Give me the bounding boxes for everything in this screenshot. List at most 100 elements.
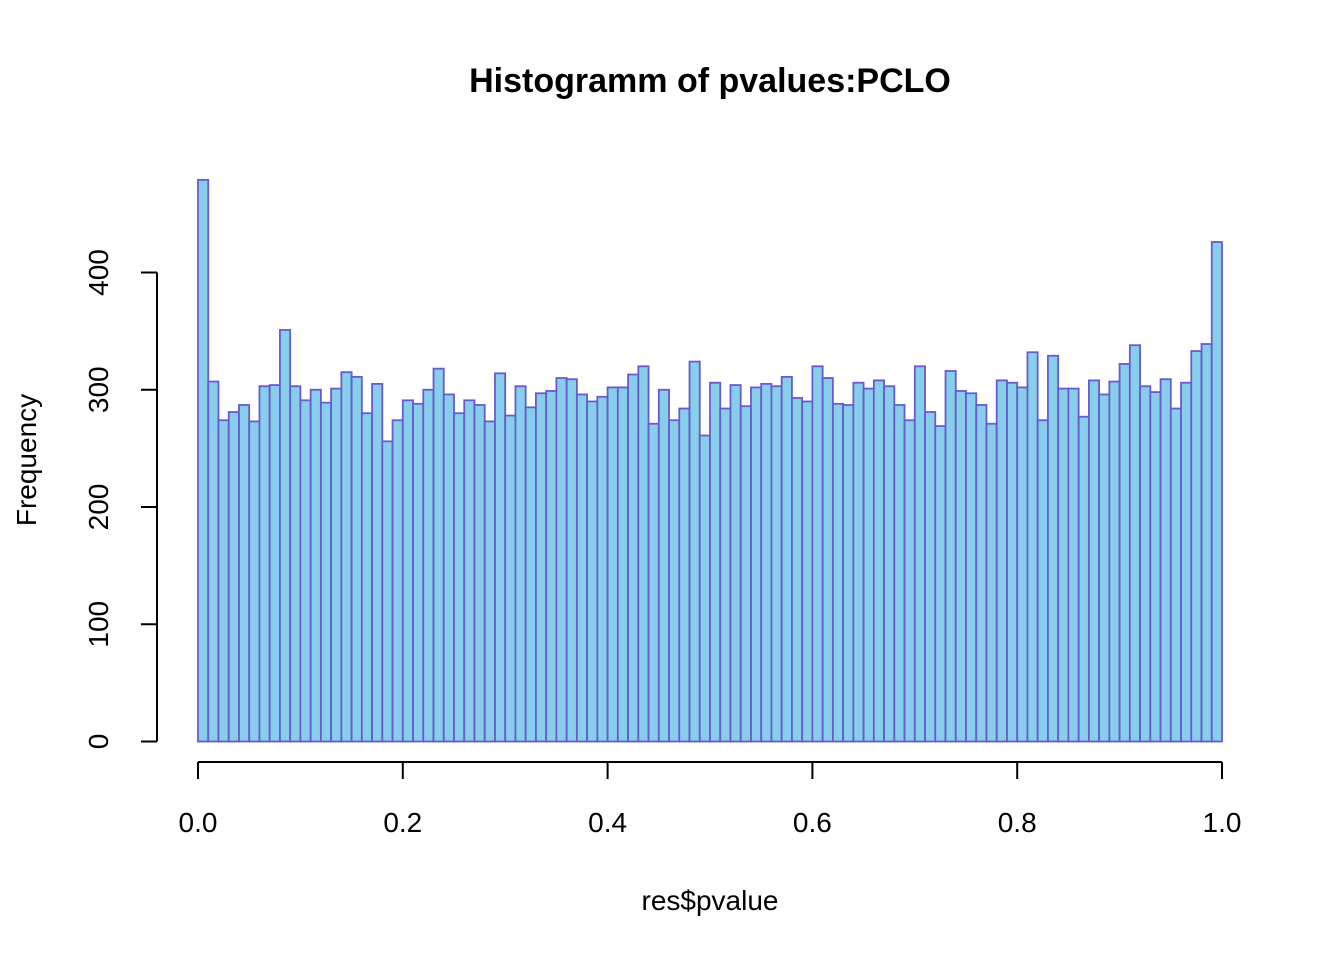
histogram-bar bbox=[279, 329, 292, 743]
y-tick-label: 300 bbox=[83, 366, 114, 413]
histogram-bar bbox=[319, 401, 333, 743]
histogram-bar bbox=[780, 375, 793, 743]
histogram-bar bbox=[565, 378, 578, 743]
histogram-bar bbox=[473, 404, 486, 743]
histogram-bar bbox=[1057, 387, 1070, 743]
histogram-bar bbox=[197, 178, 210, 743]
x-tick-label: 1.0 bbox=[1203, 807, 1242, 838]
histogram-bar bbox=[934, 425, 947, 743]
histogram-bar bbox=[842, 404, 855, 743]
histogram-bar bbox=[217, 419, 230, 743]
histogram-bar bbox=[770, 385, 783, 743]
histogram-bar bbox=[575, 393, 589, 743]
histogram-bar bbox=[299, 399, 312, 743]
histogram-bar bbox=[1047, 354, 1060, 743]
histogram-bar bbox=[698, 434, 711, 743]
histogram-bar bbox=[412, 402, 425, 743]
histogram-bar bbox=[616, 386, 629, 743]
histogram-bar bbox=[668, 419, 681, 743]
histogram-bar bbox=[954, 390, 967, 743]
histogram-bar bbox=[872, 379, 885, 743]
x-axis: 0.0 0.2 0.4 0.6 0.8 1.0 bbox=[179, 761, 1242, 838]
histogram-bar bbox=[1169, 407, 1182, 743]
x-axis-label: res$pvalue bbox=[642, 885, 779, 916]
histogram-bar bbox=[627, 373, 640, 743]
histogram-bar bbox=[258, 385, 271, 743]
histogram-bar bbox=[903, 419, 916, 743]
histogram-bar bbox=[371, 382, 384, 743]
histogram-bar bbox=[811, 365, 824, 743]
histogram-bar bbox=[678, 407, 691, 743]
histogram-bar bbox=[1108, 380, 1121, 743]
histogram-bar bbox=[391, 419, 404, 743]
histogram-bar bbox=[883, 385, 896, 743]
histogram-bar bbox=[309, 388, 322, 743]
histogram-bar bbox=[821, 377, 834, 743]
histogram-bar bbox=[1190, 350, 1203, 743]
histogram-bar bbox=[1077, 415, 1090, 743]
histogram-bar bbox=[442, 393, 455, 743]
histogram-bar bbox=[965, 392, 978, 743]
histogram-bar bbox=[453, 412, 466, 743]
histogram-bar bbox=[268, 384, 281, 743]
histogram-bar bbox=[1098, 393, 1111, 743]
histogram-bar bbox=[637, 365, 650, 743]
histogram-bar bbox=[975, 404, 988, 743]
y-tick-label: 200 bbox=[83, 484, 114, 531]
histogram-bar bbox=[422, 388, 435, 743]
x-tick-label: 0.2 bbox=[383, 807, 422, 838]
histogram-bar bbox=[494, 372, 507, 743]
y-tick-label: 400 bbox=[83, 249, 114, 296]
y-tick-label: 100 bbox=[83, 601, 114, 648]
histogram-bar bbox=[1139, 385, 1152, 743]
chart-title: Histogramm of pvalues:PCLO bbox=[469, 62, 951, 100]
histogram-bar bbox=[463, 399, 476, 743]
histogram-bar bbox=[207, 380, 220, 743]
histogram-bar bbox=[719, 407, 732, 743]
x-tick-label: 0.6 bbox=[793, 807, 832, 838]
histogram-bar bbox=[514, 385, 527, 743]
histogram-bar bbox=[381, 440, 394, 743]
histogram-bar bbox=[647, 422, 660, 743]
histogram-bar bbox=[831, 402, 845, 743]
histogram-bar bbox=[791, 397, 804, 743]
histogram-bar bbox=[801, 400, 814, 743]
x-tick-label: 0.0 bbox=[179, 807, 218, 838]
histogram-bar bbox=[852, 381, 865, 743]
y-tick-label: 0 bbox=[83, 734, 114, 750]
histogram-bar bbox=[985, 422, 998, 743]
histogram-bar bbox=[924, 411, 937, 743]
histogram-bar bbox=[227, 411, 240, 743]
histogram-bar bbox=[360, 412, 373, 743]
histogram-bar bbox=[432, 367, 445, 743]
x-tick-label: 0.4 bbox=[588, 807, 627, 838]
histogram-bar bbox=[750, 386, 763, 743]
histogram-bar bbox=[238, 404, 251, 743]
histogram-bar bbox=[1200, 343, 1213, 743]
histogram-bar bbox=[1016, 386, 1029, 743]
histogram-bar bbox=[729, 384, 742, 743]
x-tick-label: 0.8 bbox=[998, 807, 1037, 838]
histogram-bar bbox=[1036, 419, 1049, 743]
histogram-bar bbox=[1159, 378, 1172, 743]
bars-group bbox=[197, 178, 1223, 743]
histogram-bar bbox=[545, 390, 558, 743]
histogram-bar bbox=[483, 420, 496, 743]
histogram-bar bbox=[504, 414, 517, 743]
histogram-bar bbox=[596, 395, 609, 743]
histogram-bar bbox=[1149, 391, 1162, 743]
histogram-bar bbox=[760, 382, 773, 743]
histogram-bar bbox=[401, 399, 414, 743]
y-axis: 0 100 200 300 400 bbox=[83, 249, 158, 750]
histogram-bar bbox=[1180, 381, 1193, 743]
histogram-bar bbox=[657, 388, 670, 743]
histogram-bar bbox=[350, 375, 363, 743]
histogram-bar bbox=[1026, 351, 1039, 743]
histogram-bar bbox=[555, 377, 568, 743]
histogram-bar bbox=[1087, 379, 1101, 743]
histogram-bar bbox=[289, 385, 302, 743]
histogram-bar bbox=[688, 360, 701, 743]
histogram-bar bbox=[586, 400, 599, 743]
histogram-bar bbox=[524, 406, 537, 743]
histogram-bar bbox=[606, 386, 619, 743]
